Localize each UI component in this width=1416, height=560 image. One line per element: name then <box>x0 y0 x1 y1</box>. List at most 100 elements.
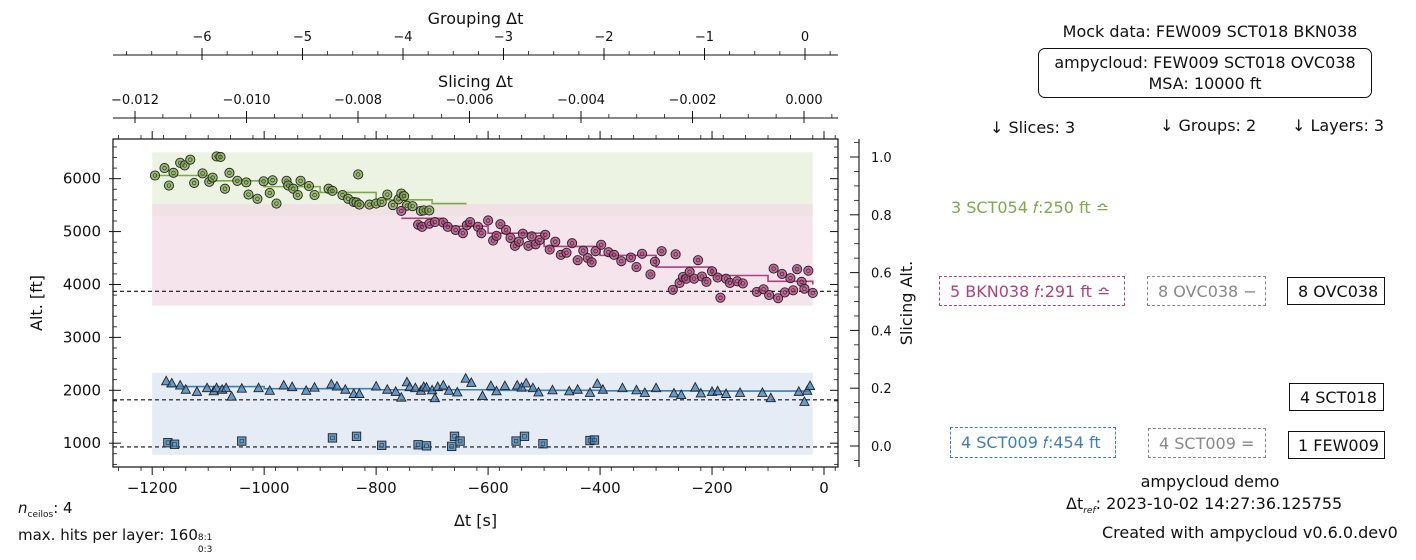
data-point-inner <box>537 237 542 243</box>
data-point <box>675 389 687 400</box>
data-point <box>776 268 788 279</box>
data-point <box>519 431 530 441</box>
created-with: Created with ampycloud v0.6.0.dev0 <box>1102 523 1398 542</box>
data-point-inner <box>634 264 639 270</box>
data-point <box>804 380 816 391</box>
data-point-inner <box>330 435 335 440</box>
data-point <box>715 292 726 303</box>
data-point <box>540 229 551 240</box>
data-point <box>792 264 803 275</box>
data-point <box>241 177 252 188</box>
data-point-inner <box>379 199 384 205</box>
data-point <box>399 191 410 202</box>
data-point-inner <box>526 243 531 248</box>
data-point-inner <box>270 178 275 183</box>
max-hits-sub: 0:3 <box>197 545 213 555</box>
ceilos-n-value: : 4 <box>53 499 73 517</box>
data-point <box>237 436 247 446</box>
right-axis-label: Slicing Alt. <box>897 261 916 345</box>
data-point-inner <box>639 251 645 256</box>
top-axis-2-tick-label: −0.004 <box>557 93 605 108</box>
dt-ref-sub: ref <box>1083 506 1096 517</box>
data-point-inner <box>788 276 793 281</box>
data-point <box>159 163 170 174</box>
data-point-inner <box>704 279 709 284</box>
dt-ref-value: : 2023-10-02 14:27:36.125755 <box>1095 494 1343 513</box>
data-point-inner <box>274 201 279 206</box>
data-point <box>765 392 777 403</box>
data-point-inner <box>494 233 499 238</box>
data-point-inner <box>779 271 785 277</box>
data-point <box>169 439 180 449</box>
data-point <box>201 382 213 393</box>
data-point-inner <box>553 239 558 244</box>
data-point <box>788 285 799 296</box>
data-point-inner <box>810 290 815 296</box>
data-point-inner <box>589 260 594 265</box>
data-point <box>656 246 667 257</box>
data-point <box>616 256 627 267</box>
data-point <box>533 386 544 397</box>
top-axis-1-tick-label: −5 <box>293 30 312 45</box>
data-point <box>376 196 387 208</box>
data-point <box>437 379 449 390</box>
data-point <box>650 382 662 393</box>
data-point <box>692 255 704 266</box>
data-point-inner <box>611 252 617 257</box>
data-point <box>339 383 351 394</box>
data-point-inner <box>385 192 390 197</box>
data-point <box>649 256 660 267</box>
data-point <box>421 441 432 451</box>
data-point <box>149 170 161 181</box>
data-point <box>773 293 784 304</box>
slice-label: 5 BKN038 𝑓:291 ft ≏ <box>939 276 1125 306</box>
data-point-inner <box>652 259 658 264</box>
top-axis-1-tick-label: −4 <box>393 30 412 45</box>
data-point-inner <box>754 289 759 294</box>
data-point <box>224 167 235 178</box>
data-point-inner <box>246 192 251 197</box>
data-point <box>544 244 555 255</box>
y-tick-label: 3000 <box>63 328 101 346</box>
data-point-inner <box>695 258 701 263</box>
data-point-inner <box>767 292 772 298</box>
right-axis-tick-label: 0.6 <box>871 267 892 282</box>
data-point <box>232 175 243 186</box>
y-tick-label: 2000 <box>63 381 101 399</box>
data-point <box>267 175 278 186</box>
data-point-inner <box>291 186 296 191</box>
header-groups: ↓ Groups: 2 <box>1160 116 1257 135</box>
data-point-inner <box>192 180 197 186</box>
data-point <box>538 439 548 449</box>
data-point <box>609 249 620 260</box>
ampycloud-box: ampycloud: FEW009 SCT018 OVC038 MSA: 100… <box>1038 48 1372 98</box>
data-point-inner <box>255 196 260 201</box>
data-point <box>327 185 338 196</box>
data-point <box>764 290 775 301</box>
data-point <box>252 193 263 204</box>
data-point-inner <box>458 439 463 444</box>
top-axis-2-tick-label: −0.012 <box>111 93 159 108</box>
data-point <box>483 215 494 226</box>
data-point-inner <box>424 443 429 448</box>
data-point <box>491 385 502 396</box>
data-point <box>286 381 298 392</box>
top-axis-2-tick-label: −0.002 <box>668 93 716 108</box>
data-point-inner <box>782 290 787 295</box>
data-point <box>351 431 362 441</box>
data-point-inner <box>795 267 800 272</box>
data-point <box>476 228 487 239</box>
group-label: 4 SCT009 = <box>1148 428 1266 458</box>
data-point-inner <box>452 434 457 439</box>
data-point-inner <box>356 172 361 177</box>
data-point-inner <box>449 444 454 449</box>
slice-label: 3 SCT054 𝑓:250 ft ≏ <box>951 198 1110 217</box>
data-point <box>191 385 203 396</box>
data-point-inner <box>508 235 513 241</box>
data-point <box>597 383 609 394</box>
data-point <box>799 283 810 294</box>
data-point-inner <box>564 250 569 255</box>
data-point <box>381 383 393 394</box>
data-point <box>511 436 521 446</box>
